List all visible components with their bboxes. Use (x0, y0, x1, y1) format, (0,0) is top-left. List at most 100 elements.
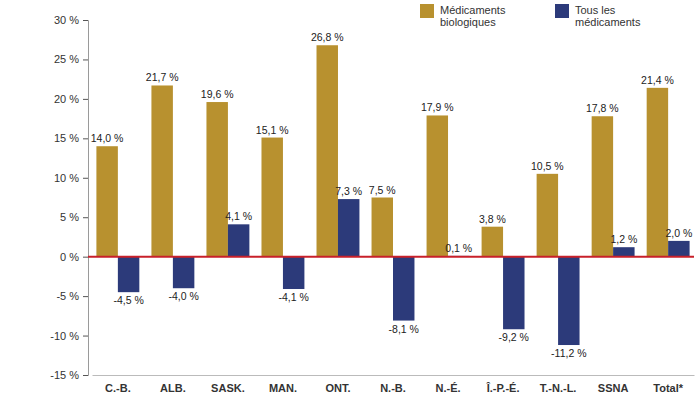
x-tick: SSNA (598, 375, 629, 394)
bar (261, 138, 282, 257)
x-tick-label: T.-N.-L. (540, 382, 577, 394)
x-axis-line (93, 375, 695, 376)
data-label: 21,4 % (641, 74, 674, 86)
y-tick-mark (83, 138, 88, 139)
data-label: -9,2 % (499, 331, 529, 343)
y-axis-line (83, 21, 89, 376)
y-tick-label: 30 % (54, 14, 79, 26)
data-label: -4,1 % (278, 291, 308, 303)
y-tick: 20 % (54, 93, 88, 105)
y-tick: 15 % (54, 132, 88, 144)
bar (173, 257, 194, 289)
data-label: 7,3 % (335, 185, 362, 197)
y-tick-label: 0 % (60, 251, 79, 263)
data-label: 2,0 % (665, 227, 692, 239)
y-tick-label: -5 % (56, 290, 79, 302)
bar (283, 257, 304, 289)
x-tick: C.-B. (105, 375, 131, 394)
x-tick-label: N.-B. (380, 382, 406, 394)
zero-line (88, 256, 694, 258)
y-tick: -5 % (56, 290, 88, 302)
bars (96, 45, 689, 345)
y-tick-label: -10 % (50, 330, 79, 342)
legend-entry: Médicamentsbiologiques (420, 4, 506, 28)
x-tick-label: MAN. (269, 382, 297, 394)
x-tick-label: SSNA (598, 382, 629, 394)
data-label: -4,0 % (168, 290, 198, 302)
y-tick-label: 5 % (60, 211, 79, 223)
legend-entry: Tous lesmédicaments (555, 4, 641, 28)
y-tick-mark (83, 59, 88, 60)
y-tick: 5 % (60, 211, 88, 223)
data-label: -8,1 % (389, 323, 419, 335)
bar (151, 85, 172, 256)
data-label: 26,8 % (311, 31, 344, 43)
bar (393, 257, 414, 321)
y-tick-mark (83, 20, 88, 21)
y-tick-mark (83, 375, 88, 376)
data-label: 17,9 % (421, 101, 454, 113)
bar (482, 227, 503, 257)
x-tick: ALB. (160, 375, 186, 394)
bar (317, 45, 338, 256)
y-tick-mark (83, 257, 88, 258)
bar (96, 146, 117, 256)
data-label: 19,6 % (201, 88, 234, 100)
y-tick-mark (83, 336, 88, 337)
legend-label: Tous lesmédicaments (575, 4, 641, 28)
bar (372, 198, 393, 257)
data-label: -4,5 % (113, 294, 143, 306)
bar (668, 241, 689, 257)
legend-label: Médicamentsbiologiques (440, 4, 506, 28)
data-label: 3,8 % (479, 213, 506, 225)
data-label: 1,2 % (610, 233, 637, 245)
x-tick-label: C.-B. (105, 382, 131, 394)
x-tick-label: SASK. (211, 382, 245, 394)
y-tick-label: -15 % (50, 369, 79, 381)
legend-swatch (555, 4, 569, 18)
data-label: 4,1 % (225, 210, 252, 222)
data-label: 14,0 % (91, 132, 124, 144)
y-tick-mark (83, 178, 88, 179)
data-label: 17,8 % (586, 102, 619, 114)
bar-series (96, 45, 668, 256)
x-tick-label: Total* (653, 382, 683, 394)
data-labels: 14,0 % 21,7 % 19,6 % 15,1 % 26,8 % 7,5 % 17,9 … (91, 31, 693, 359)
y-tick-mark (83, 217, 88, 218)
y-tick: 0 % (60, 251, 88, 263)
x-tick-label: N.-É. (435, 382, 460, 394)
data-label: 0,1 % (445, 242, 472, 254)
bar (427, 115, 448, 256)
x-axis: C.-B.ALB.SASK.MAN.ONT.N.-B.N.-É.Î.-P.-É.… (93, 375, 695, 394)
x-tick: SASK. (211, 375, 245, 394)
bar (338, 199, 359, 257)
data-label: 15,1 % (256, 124, 289, 136)
bar (503, 257, 524, 330)
data-label: -11,2 % (551, 347, 586, 359)
x-tick: Î.-P.-É. (486, 375, 520, 394)
data-label: 21,7 % (146, 71, 179, 83)
data-label: 7,5 % (369, 184, 396, 196)
bar (118, 257, 139, 293)
y-tick-label: 20 % (54, 93, 79, 105)
y-tick: 25 % (54, 53, 88, 65)
y-tick-label: 10 % (54, 172, 79, 184)
x-tick-label: Î.-P.-É. (486, 382, 520, 394)
legend: Médicamentsbiologiques Tous lesmédicament… (420, 4, 641, 28)
y-tick-mark (83, 296, 88, 297)
y-tick: 30 % (54, 14, 88, 26)
y-tick-label: 25 % (54, 53, 79, 65)
bar (537, 174, 558, 257)
legend-swatch (420, 4, 434, 18)
x-tick: T.-N.-L. (540, 375, 577, 394)
y-axis: -15 % -10 % -5 % 0 % 5 % 10 % 15 % 20 % 25 % 30 % (50, 14, 88, 381)
data-label: 10,5 % (531, 160, 564, 172)
x-tick: N.-B. (380, 375, 406, 394)
x-tick: Total* (653, 375, 683, 394)
y-tick-mark (83, 99, 88, 100)
y-tick: 10 % (54, 172, 88, 184)
y-tick-label: 15 % (54, 132, 79, 144)
x-tick: N.-É. (435, 375, 460, 394)
bar (206, 102, 227, 257)
chart: -15 % -10 % -5 % 0 % 5 % 10 % 15 % 20 % 25 % 30 %… (0, 0, 700, 407)
